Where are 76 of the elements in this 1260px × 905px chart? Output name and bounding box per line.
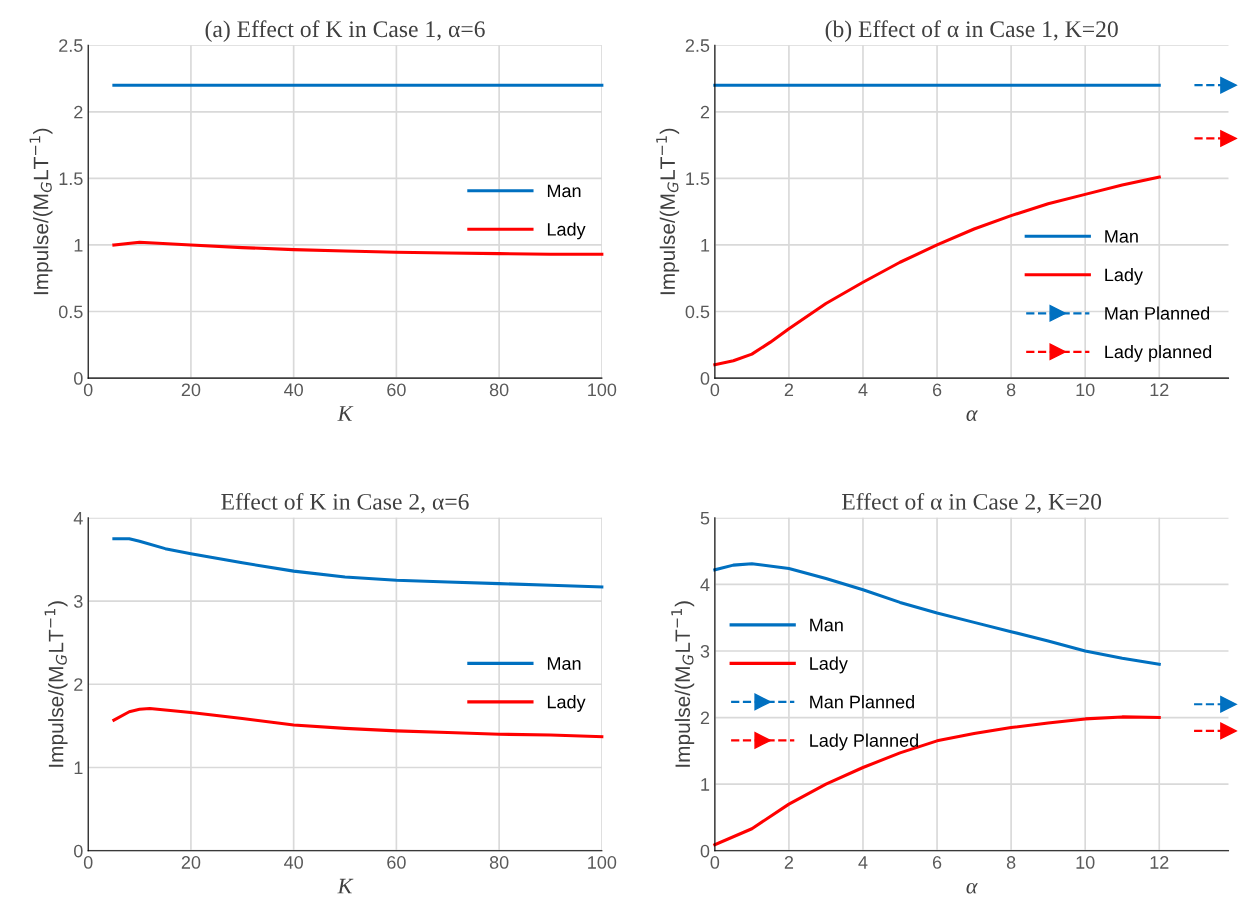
y-tick-label: 1 xyxy=(701,778,710,791)
x-tick-label: 4 xyxy=(858,856,868,869)
x-tick-label: 20 xyxy=(181,383,201,397)
legend-label: Lady planned xyxy=(1105,345,1212,362)
y-tick-label: 0 xyxy=(74,844,83,858)
line-series xyxy=(112,240,604,256)
y-tick-label: 1 xyxy=(74,761,83,775)
y-tick-label: 2 xyxy=(700,711,710,725)
chart-title: Effect of α in Case 2, K=20 xyxy=(842,492,1102,514)
legend-label: Man xyxy=(547,184,581,198)
legend-label: Lady Planned xyxy=(810,733,919,751)
x-tick-label: 0 xyxy=(83,383,93,397)
y-tick-label: 1.5 xyxy=(686,172,710,186)
x-tick-label: 0 xyxy=(83,856,93,869)
legend-label: Man xyxy=(547,657,581,670)
x-axis-title: K xyxy=(337,878,354,894)
y-tick-label: 0.5 xyxy=(685,305,710,319)
legend-label: Man xyxy=(1105,230,1138,243)
y-tick-label: 0 xyxy=(700,372,710,385)
y-tick-label: 3 xyxy=(73,595,83,608)
x-tick-label: 10 xyxy=(1076,383,1095,397)
x-axis-title: α xyxy=(966,882,978,894)
line-series xyxy=(713,715,1161,847)
legend-label: Lady xyxy=(1105,268,1143,285)
x-tick-label: 12 xyxy=(1150,383,1169,397)
y-tick-label: 2 xyxy=(74,105,83,119)
y-axis-title: Impulse/(M$_{G}$LT$^{−1}$) xyxy=(656,128,680,295)
x-tick-label: 20 xyxy=(181,856,201,869)
legend-label: Man Planned xyxy=(1105,306,1210,320)
x-axis-title: α xyxy=(966,410,978,421)
y-tick-label: 1.5 xyxy=(59,172,83,186)
y-tick-label: 2 xyxy=(700,105,710,119)
x-tick-label: 4 xyxy=(858,383,868,397)
x-tick-label: 80 xyxy=(489,856,509,869)
chart-title: Effect of K in Case 2, α=6 xyxy=(221,492,469,514)
y-tick-label: 2.5 xyxy=(59,39,83,52)
y-tick-label: 1 xyxy=(701,239,710,252)
y-tick-label: 0 xyxy=(74,372,83,385)
y-tick-label: 0 xyxy=(700,844,710,858)
chart-title: (b) Effect of α in Case 1, K=20 xyxy=(825,20,1118,42)
chart-title: (a) Effect of K in Case 1, α=6 xyxy=(205,20,485,42)
y-tick-label: 2 xyxy=(74,678,83,691)
line-series xyxy=(112,537,604,589)
x-axis-title: K xyxy=(337,406,354,421)
legend-label: Lady xyxy=(810,656,848,674)
legend-label: Man xyxy=(810,618,843,632)
x-tick-label: 8 xyxy=(1006,383,1016,397)
legend-label: Lady xyxy=(547,222,586,240)
x-tick-label: 0 xyxy=(710,856,720,869)
x-tick-label: 40 xyxy=(284,856,303,869)
x-tick-label: 6 xyxy=(932,383,942,397)
y-tick-label: 5 xyxy=(700,511,710,525)
x-tick-label: 10 xyxy=(1076,856,1095,869)
x-tick-label: 6 xyxy=(932,856,942,869)
x-tick-label: 12 xyxy=(1150,856,1169,869)
x-tick-label: 100 xyxy=(588,856,617,869)
x-tick-label: 40 xyxy=(284,383,303,397)
x-tick-label: 80 xyxy=(489,383,509,397)
y-tick-label: 4 xyxy=(73,511,83,525)
y-axis-title: Impulse/(M$_{G}$LT$^{−1}$) xyxy=(29,128,53,295)
legend-label: Lady xyxy=(547,695,586,712)
y-tick-label: 4 xyxy=(700,578,710,591)
y-axis-title: Impulse/(M$_{G}$LT$^{−1}$) xyxy=(44,601,68,767)
x-tick-label: 2 xyxy=(784,383,794,397)
x-tick-label: 60 xyxy=(387,856,406,869)
x-tick-label: 0 xyxy=(710,383,720,397)
y-tick-label: 0.5 xyxy=(58,305,83,319)
y-tick-label: 2.5 xyxy=(685,39,710,52)
legend-label: Man Planned xyxy=(810,695,914,709)
x-tick-label: 2 xyxy=(784,856,794,869)
y-axis-title: Impulse/(M$_{G}$LT$^{−1}$) xyxy=(671,601,695,767)
x-tick-label: 100 xyxy=(588,383,617,397)
y-tick-label: 1 xyxy=(74,239,83,252)
x-tick-label: 8 xyxy=(1006,856,1016,869)
x-tick-label: 60 xyxy=(387,383,406,397)
y-tick-label: 3 xyxy=(700,644,710,658)
